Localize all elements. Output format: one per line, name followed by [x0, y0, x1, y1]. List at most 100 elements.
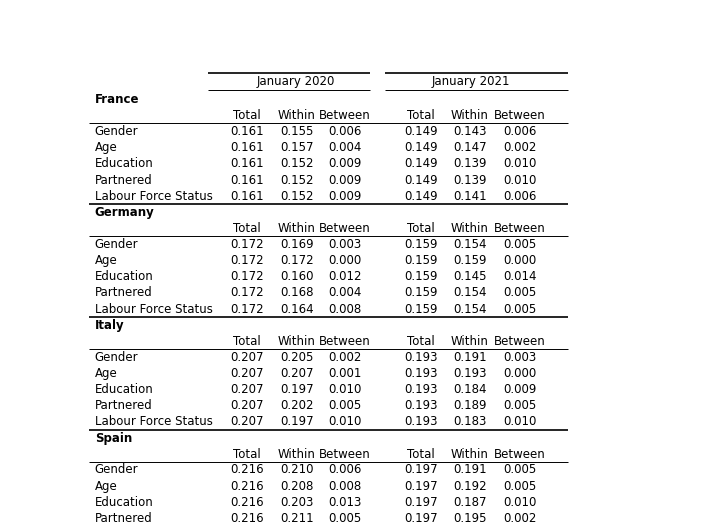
Text: 0.004: 0.004	[328, 286, 361, 299]
Text: 0.006: 0.006	[503, 190, 536, 203]
Text: Within: Within	[451, 109, 489, 122]
Text: 0.006: 0.006	[328, 463, 361, 476]
Text: 0.154: 0.154	[453, 238, 487, 251]
Text: 0.001: 0.001	[328, 367, 361, 380]
Text: 0.161: 0.161	[230, 158, 263, 170]
Text: 0.207: 0.207	[230, 367, 263, 380]
Text: 0.197: 0.197	[280, 415, 313, 428]
Text: 0.197: 0.197	[404, 496, 438, 509]
Text: 0.149: 0.149	[404, 125, 438, 138]
Text: 0.207: 0.207	[230, 350, 263, 364]
Text: Age: Age	[95, 254, 118, 267]
Text: 0.159: 0.159	[405, 270, 438, 283]
Text: 0.159: 0.159	[405, 238, 438, 251]
Text: 0.172: 0.172	[280, 254, 313, 267]
Text: 0.203: 0.203	[280, 496, 313, 509]
Text: 0.010: 0.010	[503, 496, 536, 509]
Text: 0.005: 0.005	[503, 480, 536, 493]
Text: Partnered: Partnered	[95, 512, 153, 525]
Text: 0.006: 0.006	[503, 125, 536, 138]
Text: 0.005: 0.005	[328, 399, 361, 412]
Text: Between: Between	[319, 335, 371, 348]
Text: Within: Within	[451, 447, 489, 461]
Text: 0.149: 0.149	[404, 173, 438, 187]
Text: 0.002: 0.002	[328, 350, 361, 364]
Text: 0.193: 0.193	[405, 415, 438, 428]
Text: Partnered: Partnered	[95, 173, 153, 187]
Text: Education: Education	[95, 383, 154, 396]
Text: Labour Force Status: Labour Force Status	[95, 190, 213, 203]
Text: Within: Within	[451, 335, 489, 348]
Text: 0.216: 0.216	[230, 480, 263, 493]
Text: Between: Between	[319, 447, 371, 461]
Text: 0.205: 0.205	[280, 350, 313, 364]
Text: 0.161: 0.161	[230, 190, 263, 203]
Text: Age: Age	[95, 141, 118, 154]
Text: 0.149: 0.149	[404, 141, 438, 154]
Text: 0.004: 0.004	[328, 141, 361, 154]
Text: 0.152: 0.152	[280, 190, 313, 203]
Text: 0.192: 0.192	[453, 480, 487, 493]
Text: 0.157: 0.157	[280, 141, 313, 154]
Text: Total: Total	[233, 335, 261, 348]
Text: 0.187: 0.187	[453, 496, 487, 509]
Text: 0.207: 0.207	[230, 415, 263, 428]
Text: 0.159: 0.159	[405, 302, 438, 316]
Text: January 2020: January 2020	[256, 75, 335, 88]
Text: 0.002: 0.002	[503, 141, 536, 154]
Text: Age: Age	[95, 367, 118, 380]
Text: Germany: Germany	[95, 206, 154, 219]
Text: 0.012: 0.012	[328, 270, 362, 283]
Text: 0.161: 0.161	[230, 125, 263, 138]
Text: 0.197: 0.197	[404, 480, 438, 493]
Text: 0.000: 0.000	[503, 254, 536, 267]
Text: 0.009: 0.009	[328, 190, 361, 203]
Text: 0.003: 0.003	[328, 238, 361, 251]
Text: Within: Within	[278, 109, 316, 122]
Text: 0.014: 0.014	[503, 270, 536, 283]
Text: Total: Total	[233, 447, 261, 461]
Text: 0.139: 0.139	[453, 158, 487, 170]
Text: Italy: Italy	[95, 319, 124, 332]
Text: 0.216: 0.216	[230, 463, 263, 476]
Text: Education: Education	[95, 270, 154, 283]
Text: Spain: Spain	[95, 432, 132, 445]
Text: 0.161: 0.161	[230, 173, 263, 187]
Text: 0.191: 0.191	[453, 350, 487, 364]
Text: Within: Within	[278, 335, 316, 348]
Text: 0.005: 0.005	[503, 463, 536, 476]
Text: Between: Between	[494, 109, 545, 122]
Text: 0.003: 0.003	[503, 350, 536, 364]
Text: 0.161: 0.161	[230, 141, 263, 154]
Text: Gender: Gender	[95, 463, 139, 476]
Text: 0.010: 0.010	[503, 415, 536, 428]
Text: Between: Between	[494, 222, 545, 235]
Text: Education: Education	[95, 496, 154, 509]
Text: Gender: Gender	[95, 125, 139, 138]
Text: 0.183: 0.183	[453, 415, 487, 428]
Text: 0.207: 0.207	[230, 383, 263, 396]
Text: Gender: Gender	[95, 350, 139, 364]
Text: Total: Total	[408, 447, 435, 461]
Text: 0.210: 0.210	[280, 463, 313, 476]
Text: 0.009: 0.009	[503, 383, 536, 396]
Text: 0.000: 0.000	[503, 367, 536, 380]
Text: 0.149: 0.149	[404, 190, 438, 203]
Text: 0.216: 0.216	[230, 496, 263, 509]
Text: 0.197: 0.197	[404, 512, 438, 525]
Text: Partnered: Partnered	[95, 399, 153, 412]
Text: 0.152: 0.152	[280, 158, 313, 170]
Text: Partnered: Partnered	[95, 286, 153, 299]
Text: 0.010: 0.010	[503, 173, 536, 187]
Text: 0.164: 0.164	[280, 302, 313, 316]
Text: Education: Education	[95, 158, 154, 170]
Text: 0.005: 0.005	[503, 302, 536, 316]
Text: Total: Total	[233, 222, 261, 235]
Text: 0.147: 0.147	[453, 141, 487, 154]
Text: 0.197: 0.197	[280, 383, 313, 396]
Text: 0.195: 0.195	[453, 512, 487, 525]
Text: 0.009: 0.009	[328, 158, 361, 170]
Text: 0.172: 0.172	[230, 302, 263, 316]
Text: 0.216: 0.216	[230, 512, 263, 525]
Text: 0.005: 0.005	[503, 399, 536, 412]
